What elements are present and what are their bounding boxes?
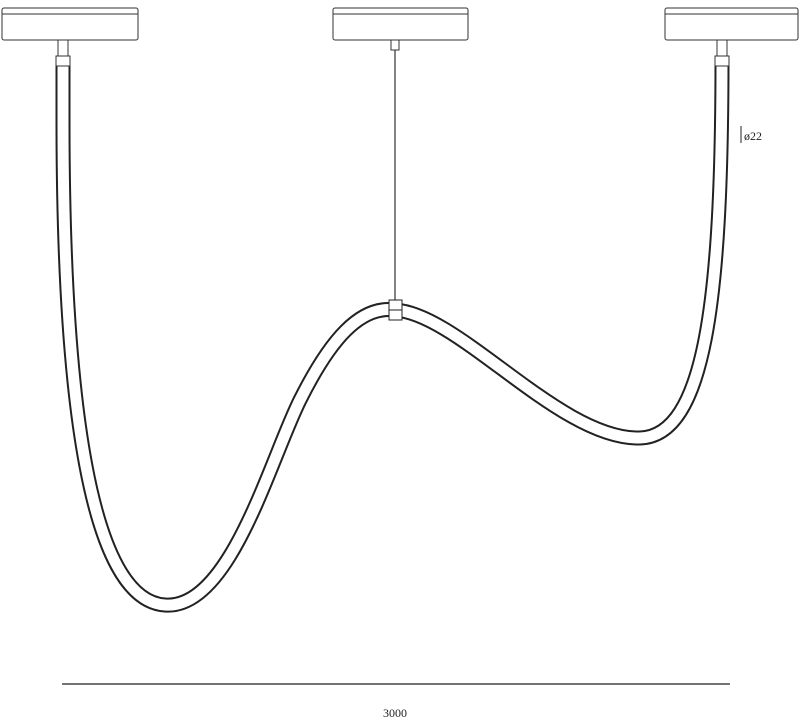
diameter-label: ø22 <box>744 129 762 143</box>
tube-outline <box>55 57 730 613</box>
stem-left <box>57 39 69 59</box>
stem-right <box>716 39 728 59</box>
mount-center <box>332 7 469 41</box>
end-cap-left <box>55 55 71 67</box>
stem-center <box>390 39 400 51</box>
mount-right <box>664 7 799 41</box>
width-label: 3000 <box>383 706 407 720</box>
tube-fill <box>57 57 728 611</box>
mounts <box>1 7 799 59</box>
end-cap-right <box>714 55 730 67</box>
mount-left <box>1 7 139 41</box>
